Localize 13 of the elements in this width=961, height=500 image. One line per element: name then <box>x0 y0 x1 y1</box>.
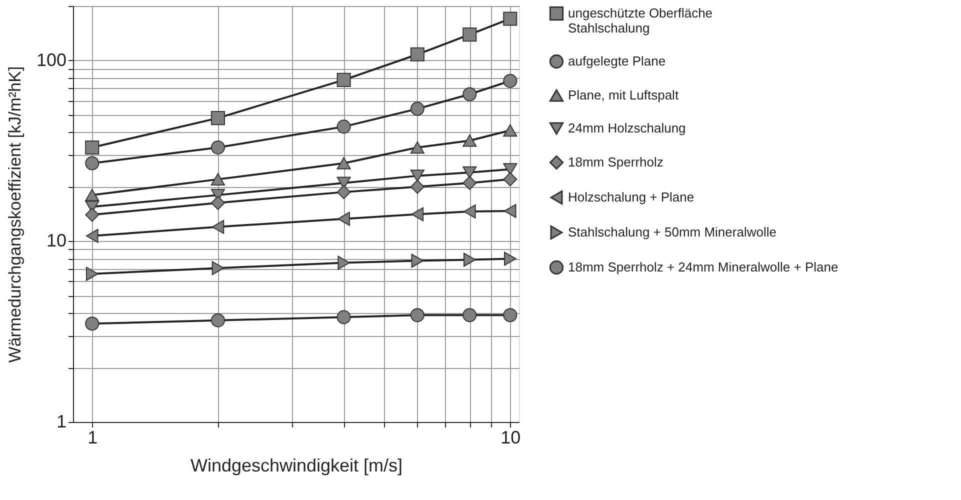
y-tick-label: 10 <box>46 230 66 251</box>
legend-label: 18mm Sperrholz <box>568 154 664 170</box>
x-axis-title: Windgeschwindigkeit [m/s] <box>190 456 403 476</box>
y-axis-title: Wärmedurchgangskoeffizient [kJ/m²hK] <box>5 66 24 363</box>
legend-label: ungeschützte Oberfläche Stahlschalung <box>568 6 713 36</box>
legend-label: aufgelegte Plane <box>568 54 666 68</box>
legend-label: Stahlschalung + 50mm Mineralwolle <box>568 224 776 240</box>
legend-label: Plane, mit Luftspalt <box>568 88 679 102</box>
y-tick-label: 100 <box>36 50 66 70</box>
legend-label: Holzschalung + Plane <box>568 190 694 204</box>
y-tick-label: 1 <box>56 412 66 432</box>
legend-label: 18mm Sperrholz + 24mm Mineralwolle + Plane <box>568 260 838 274</box>
legend-label: 24mm Holzschalung <box>568 120 686 136</box>
